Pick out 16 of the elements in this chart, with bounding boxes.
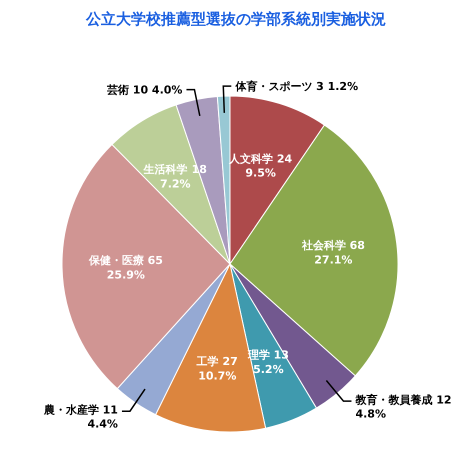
- slice-label: 体育・スポーツ 3 1.2%: [234, 80, 358, 93]
- data-label: 5.2%: [253, 362, 284, 376]
- slice-label: 社会科学 68: [300, 239, 365, 252]
- data-label: 25.9%: [106, 268, 145, 282]
- data-label: 4.8%: [355, 408, 386, 421]
- slice-label: 教育・教員養成 12: [354, 393, 452, 406]
- slice-label: 保健・医療 65: [88, 254, 163, 268]
- data-label: 7.2%: [160, 177, 191, 190]
- chart-title: 公立大学校推薦型選抜の学部系統別実施状況: [85, 10, 386, 28]
- slice-label: 農・水産学 11: [42, 403, 118, 416]
- slice-label: 芸術 10 4.0%: [106, 83, 182, 96]
- data-label: 27.1%: [314, 253, 352, 266]
- data-label: 4.4%: [87, 418, 118, 431]
- data-label: 10.7%: [198, 369, 236, 382]
- slice-label: 工学 27: [196, 355, 238, 368]
- data-label: 9.5%: [245, 166, 276, 180]
